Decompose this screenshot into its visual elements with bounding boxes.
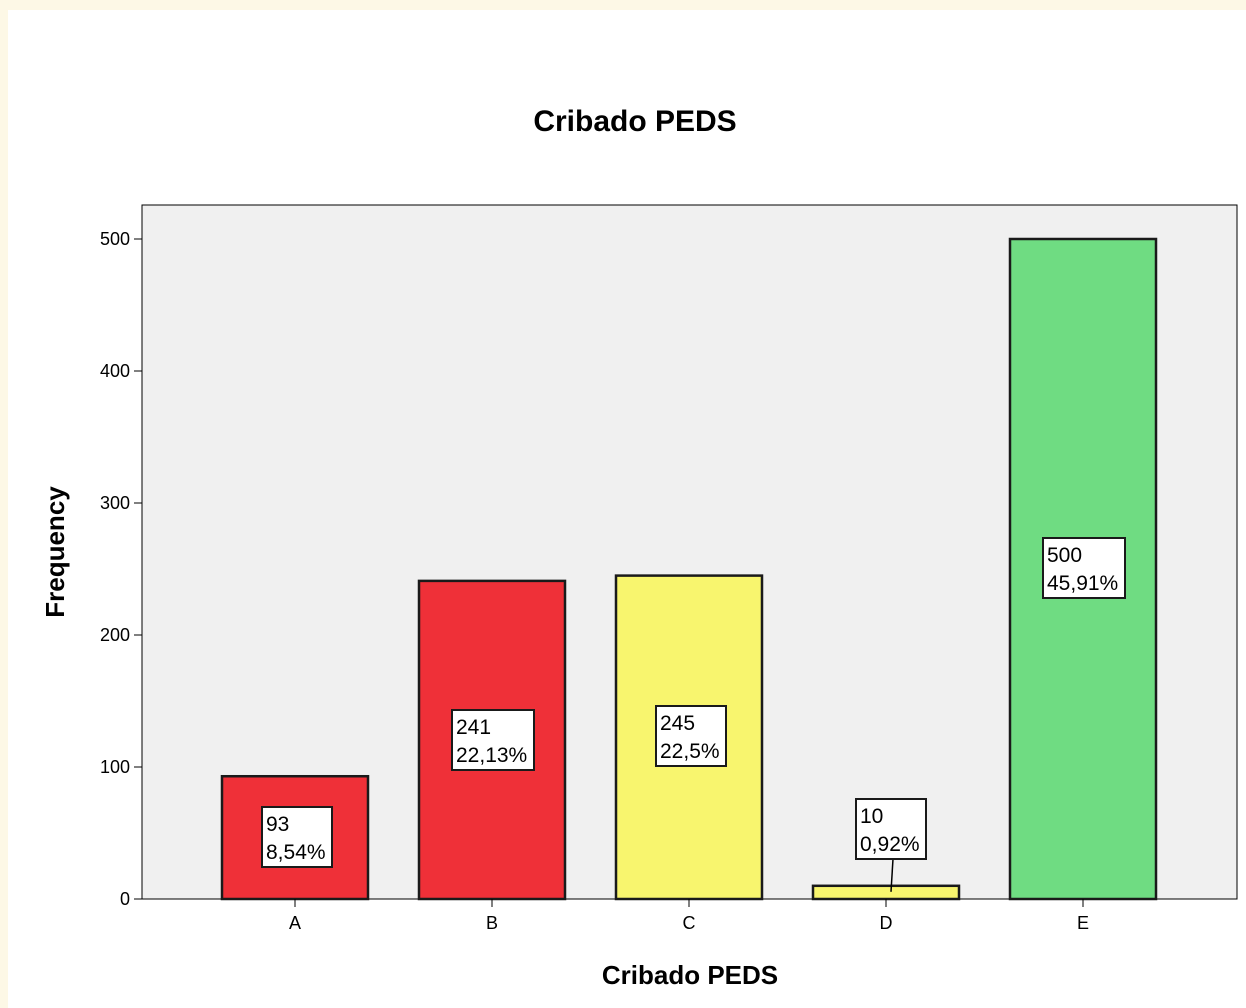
y-tick-label: 200 — [100, 625, 130, 645]
y-tick-label: 400 — [100, 361, 130, 381]
data-label-leader — [890, 858, 894, 892]
bars-group: 93 8,54% 241 22,13% 245 22,5% 10 0,92% 500 45,91% — [220, 237, 1158, 901]
y-axis-label: Frequency — [40, 486, 70, 618]
data-label-box — [1042, 537, 1126, 599]
data-label-value: 245 — [660, 712, 695, 735]
data-label-value: 93 — [266, 813, 289, 836]
data-label-percent: 22,13% — [456, 744, 527, 767]
y-axis: 0 100 200 300 400 500 — [100, 229, 142, 909]
data-label-box — [855, 798, 927, 860]
data-label-value: 10 — [860, 805, 883, 828]
bar-chart: Cribado PEDS 0 100 200 300 400 500 93 8,54% 241… — [40, 105, 1238, 990]
x-tick-label: D — [880, 913, 893, 933]
y-tick-label: 500 — [100, 229, 130, 249]
data-label-box — [261, 806, 333, 868]
x-tick-label: C — [683, 913, 696, 933]
x-axis: A B C D E — [289, 899, 1089, 933]
data-label-percent: 0,92% — [860, 833, 920, 856]
chart-title: Cribado PEDS — [533, 105, 736, 138]
data-label-percent: 22,5% — [660, 740, 720, 763]
data-label-box — [451, 709, 535, 771]
data-label-percent: 8,54% — [266, 841, 326, 864]
data-label-percent: 45,91% — [1047, 572, 1118, 595]
x-axis-label: Cribado PEDS — [602, 960, 778, 990]
data-label-value: 241 — [456, 716, 491, 739]
chart-frame: Cribado PEDS 0 100 200 300 400 500 93 8,54% 241… — [8, 10, 1246, 1008]
x-tick-label: A — [289, 913, 301, 933]
y-tick-label: 300 — [100, 493, 130, 513]
y-tick-label: 100 — [100, 757, 130, 777]
x-tick-label: E — [1077, 913, 1089, 933]
y-tick-label: 0 — [120, 889, 130, 909]
data-label-value: 500 — [1047, 544, 1082, 567]
data-label-box — [655, 705, 727, 767]
x-tick-label: B — [486, 913, 498, 933]
bar-d — [811, 884, 961, 901]
